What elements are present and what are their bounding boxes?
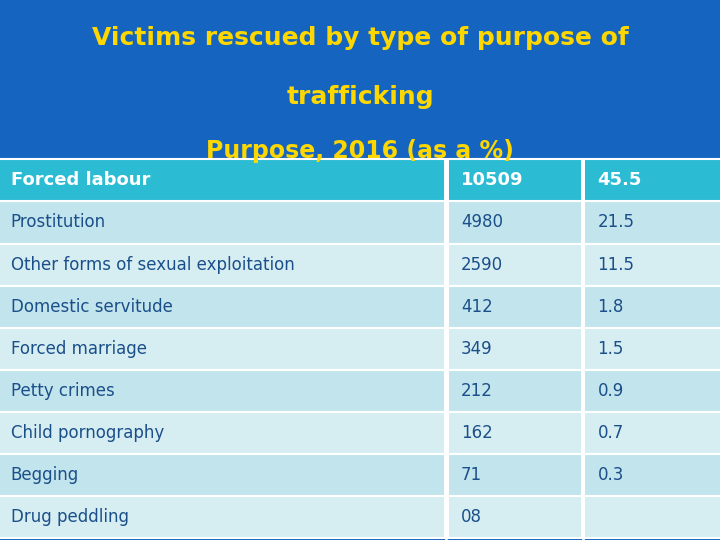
Bar xyxy=(0,201,720,244)
Bar xyxy=(581,244,585,286)
Text: 4980: 4980 xyxy=(461,213,503,232)
Bar xyxy=(581,328,585,370)
Bar xyxy=(444,496,449,538)
Text: 1.8: 1.8 xyxy=(598,298,624,316)
Text: 2590: 2590 xyxy=(461,255,503,274)
Text: Forced labour: Forced labour xyxy=(11,171,150,190)
Text: 212: 212 xyxy=(461,382,492,400)
Text: Drug peddling: Drug peddling xyxy=(11,508,129,526)
Text: Other forms of sexual exploitation: Other forms of sexual exploitation xyxy=(11,255,294,274)
Bar xyxy=(444,244,449,286)
Bar xyxy=(0,412,720,454)
Bar xyxy=(444,201,449,244)
Bar xyxy=(444,370,449,412)
Text: Purpose, 2016 (as a %): Purpose, 2016 (as a %) xyxy=(206,139,514,163)
Text: 21.5: 21.5 xyxy=(598,213,634,232)
Text: Prostitution: Prostitution xyxy=(11,213,106,232)
Text: 412: 412 xyxy=(461,298,492,316)
Text: 0.7: 0.7 xyxy=(598,424,624,442)
Text: Victims rescued by type of purpose of: Victims rescued by type of purpose of xyxy=(91,26,629,50)
Bar xyxy=(581,370,585,412)
Text: 11.5: 11.5 xyxy=(598,255,634,274)
Bar xyxy=(0,328,720,370)
Text: 10509: 10509 xyxy=(461,171,523,190)
Bar xyxy=(0,454,720,496)
Text: 0.9: 0.9 xyxy=(598,382,624,400)
Bar xyxy=(0,496,720,538)
Text: 162: 162 xyxy=(461,424,492,442)
Text: 0.3: 0.3 xyxy=(598,466,624,484)
Bar xyxy=(444,412,449,454)
Text: Child pornography: Child pornography xyxy=(11,424,164,442)
Text: trafficking: trafficking xyxy=(286,85,434,109)
Bar xyxy=(581,454,585,496)
Bar xyxy=(0,286,720,328)
Text: 349: 349 xyxy=(461,340,492,358)
Bar xyxy=(581,286,585,328)
Text: 08: 08 xyxy=(461,508,482,526)
Text: Forced marriage: Forced marriage xyxy=(11,340,147,358)
Bar xyxy=(0,244,720,286)
Bar xyxy=(581,201,585,244)
Text: Domestic servitude: Domestic servitude xyxy=(11,298,173,316)
Bar xyxy=(581,159,585,201)
Bar xyxy=(444,159,449,201)
Bar xyxy=(0,159,720,201)
Text: 1.5: 1.5 xyxy=(598,340,624,358)
Text: 45.5: 45.5 xyxy=(598,171,642,190)
Text: Begging: Begging xyxy=(11,466,79,484)
Bar xyxy=(444,328,449,370)
Bar xyxy=(581,412,585,454)
Text: Petty crimes: Petty crimes xyxy=(11,382,114,400)
Bar xyxy=(444,286,449,328)
Bar xyxy=(444,454,449,496)
Text: 71: 71 xyxy=(461,466,482,484)
Bar xyxy=(581,496,585,538)
Bar xyxy=(0,370,720,412)
